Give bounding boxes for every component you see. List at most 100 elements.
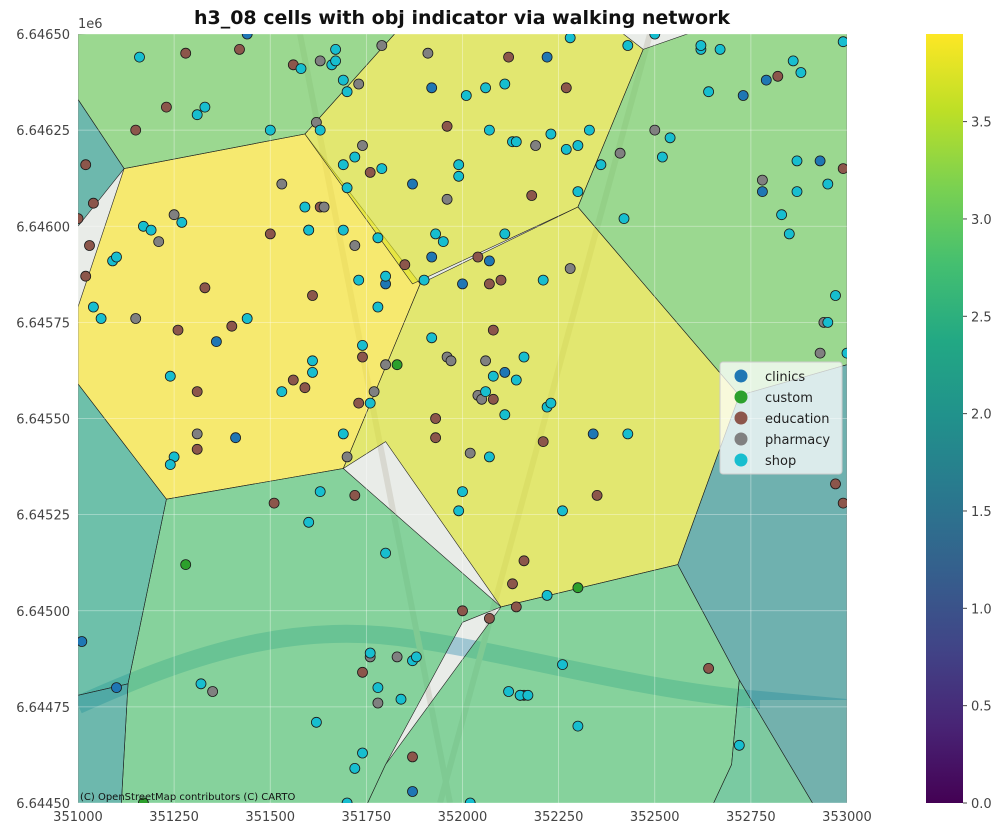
point-pharmacy: [372, 697, 384, 709]
point-clinics: [541, 51, 553, 63]
legend-label-custom: custom: [765, 391, 813, 406]
point-clinics: [457, 278, 468, 290]
point-pharmacy: [530, 140, 541, 151]
point-shop: [353, 274, 365, 286]
point-pharmacy: [276, 178, 288, 190]
point-shop: [572, 720, 584, 732]
point-shop: [357, 339, 368, 351]
point-shop: [437, 236, 449, 248]
point-shop: [557, 505, 568, 517]
point-shop: [276, 386, 288, 398]
y-tick-label: 6.64450: [16, 797, 70, 812]
point-shop: [111, 251, 122, 263]
point-clinics: [426, 251, 438, 263]
point-shop: [510, 136, 522, 148]
point-education: [180, 47, 192, 59]
point-shop: [483, 451, 495, 463]
colorbar-tick-label: 2.5: [971, 310, 992, 325]
point-education: [264, 228, 276, 240]
point-education: [526, 190, 538, 201]
point-shop: [264, 124, 276, 136]
point-education: [357, 351, 368, 363]
point-shop: [541, 590, 553, 601]
point-shop: [830, 290, 841, 301]
legend-marker-education: [734, 411, 748, 425]
point-shop: [783, 228, 795, 240]
hex-cell: [78, 34, 395, 169]
point-shop: [464, 797, 476, 803]
point-clinics: [757, 186, 768, 198]
point-shop: [480, 82, 492, 94]
point-shop: [307, 366, 318, 378]
point-education: [357, 666, 368, 678]
point-education: [268, 497, 280, 509]
point-shop: [560, 143, 572, 155]
point-shop: [499, 409, 511, 421]
x-tick-label: 352250: [534, 810, 584, 825]
point-clinics: [587, 428, 599, 440]
point-education: [441, 120, 453, 132]
point-shop: [618, 213, 630, 225]
point-custom: [391, 359, 403, 371]
x-axis: 351000 351250 351500 351750 352000 352250 3525…: [53, 810, 872, 825]
legend-marker-clinics: [734, 369, 748, 383]
point-shop: [453, 170, 465, 182]
point-education: [80, 159, 92, 171]
point-shop: [791, 155, 803, 167]
point-pharmacy: [814, 347, 826, 359]
point-shop: [337, 159, 349, 171]
colorbar-tick-label: 3.0: [971, 213, 992, 228]
point-pharmacy: [391, 651, 403, 663]
point-pharmacy: [422, 47, 434, 59]
point-shop: [795, 67, 807, 78]
point-clinics: [210, 336, 222, 348]
legend-label-education: education: [765, 412, 830, 427]
point-shop: [649, 34, 661, 40]
point-pharmacy: [464, 447, 476, 459]
point-custom: [138, 797, 149, 803]
point-education: [518, 555, 530, 567]
point-shop: [303, 224, 315, 236]
point-shop: [88, 301, 99, 313]
point-education: [307, 290, 318, 301]
point-education: [287, 374, 299, 386]
point-shop: [499, 78, 511, 90]
legend-box: [719, 361, 843, 475]
colorbar: 0.0 0.5 1.0 1.5 2.0 2.5 3.0 3.5: [926, 34, 992, 812]
point-education: [591, 489, 603, 501]
y-tick-label: 6.64575: [16, 316, 70, 331]
point-shop: [303, 516, 315, 528]
x-tick-label: 351500: [245, 810, 295, 825]
point-shop: [330, 44, 342, 55]
point-shop: [314, 124, 326, 136]
point-education: [430, 413, 442, 424]
point-education: [472, 251, 484, 263]
point-shop: [787, 55, 799, 67]
point-clinics: [78, 636, 88, 647]
point-shop: [134, 51, 145, 63]
point-shop: [418, 274, 430, 286]
point-shop: [522, 689, 534, 701]
point-shop: [457, 486, 468, 498]
point-clinics: [737, 90, 749, 101]
x-tick-label: 351000: [53, 810, 103, 825]
point-education: [191, 443, 203, 455]
point-shop: [837, 36, 847, 48]
point-pharmacy: [368, 386, 380, 398]
point-education: [510, 601, 522, 613]
point-pharmacy: [349, 240, 361, 251]
point-shop: [176, 216, 188, 228]
point-shop: [460, 90, 472, 101]
point-pharmacy: [757, 174, 768, 186]
point-shop: [341, 182, 353, 194]
point-pharmacy: [380, 359, 392, 371]
y-tick-label: 6.64650: [16, 28, 70, 43]
point-shop: [487, 370, 499, 382]
point-education: [457, 605, 468, 617]
point-shop: [349, 151, 361, 163]
point-shop: [572, 186, 584, 198]
point-education: [407, 751, 418, 763]
point-pharmacy: [153, 236, 165, 248]
y-tick-label: 6.64525: [16, 509, 70, 524]
